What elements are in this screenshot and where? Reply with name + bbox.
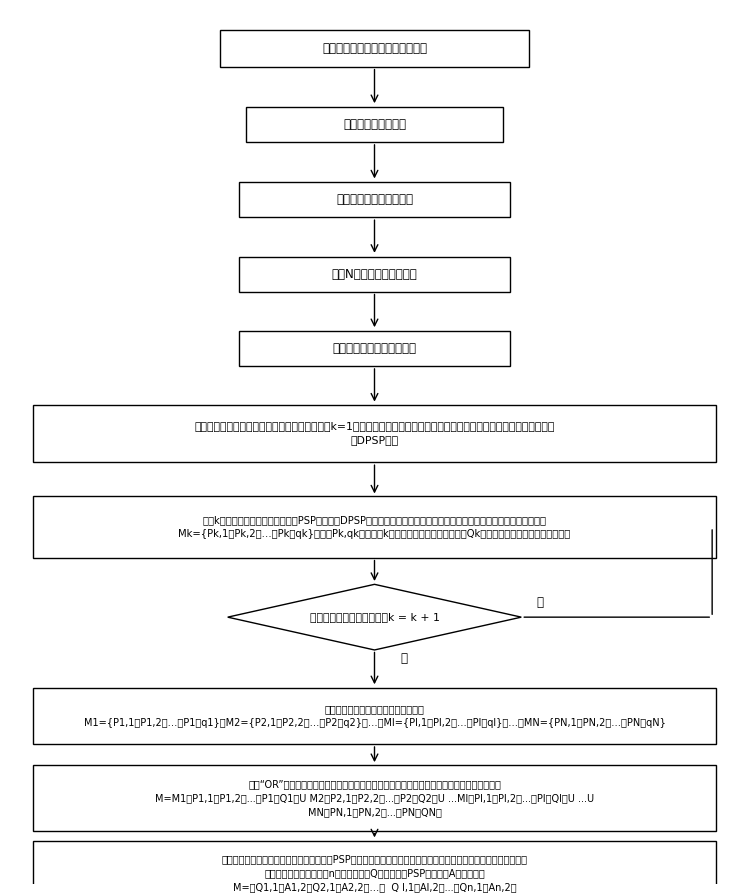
Bar <box>220 30 529 67</box>
Bar <box>33 497 716 557</box>
Bar <box>239 331 510 366</box>
Text: 根据k种地磁暴模式的管网管地电位PSP分布数据DPSP，利用管道地磁暴灾害突变点搜索方法搜索管网地磁暴灾害突变点，
Mk={Pk,1，Pk,2，…，Pk，qk}: 根据k种地磁暴模式的管网管地电位PSP分布数据DPSP，利用管道地磁暴灾害突变点… <box>178 515 571 539</box>
Bar <box>33 405 716 462</box>
Text: 从地磁暴模式数据库中任意选择一种地磁暴模式k=1，使用管网机理模型和给定的数据库计算该种地磁暴模式的管网管地电
位DPSP分布: 从地磁暴模式数据库中任意选择一种地磁暴模式k=1，使用管网机理模型和给定的数据库… <box>194 421 555 446</box>
Text: 搜索管网地磁暴灾害突变点的集合为：
M1={P1,1，P1,2，…，P1，q1}，M2={P2,1，P2,2，…，P2，q2}，…，Ml={Pl,1，Pl,2，: 搜索管网地磁暴灾害突变点的集合为： M1={P1,1，P1,2，…，P1，q1}… <box>84 704 665 728</box>
Bar <box>33 765 716 831</box>
Bar <box>33 840 716 893</box>
Text: 定义地磁暴灾害突变点模式: 定义地磁暴灾害突变点模式 <box>333 342 416 355</box>
Text: 定义地磁暴灾害突变点处的燕尾峰和月牙峰PSP幅值为地磁暴灾害突变点评估指标。按评估指标对管网地磁暴灾害突
变点集合进行排序，得到n个突变点位置Q及其对应的PSP: 定义地磁暴灾害突变点处的燕尾峰和月牙峰PSP幅值为地磁暴灾害突变点评估指标。按评… <box>222 855 527 893</box>
Bar <box>246 107 503 142</box>
Polygon shape <box>228 584 521 650</box>
Text: 如果还有其它地磁暴模式，k = k + 1: 如果还有其它地磁暴模式，k = k + 1 <box>309 613 440 622</box>
Bar <box>239 256 510 292</box>
Text: 否: 否 <box>400 652 407 664</box>
Text: 经过“OR”逻辑运算后，消掉各种地磁暴模式的相同突变点后，管网地磁暴灾害突变点集合为：
M=M1（P1,1，P1,2，...，P1，Q1）U M2（P2,1，P: 经过“OR”逻辑运算后，消掉各种地磁暴模式的相同突变点后，管网地磁暴灾害突变点集… <box>155 780 594 817</box>
Text: 建立管网环境参数数据库: 建立管网环境参数数据库 <box>336 193 413 206</box>
Text: 是: 是 <box>536 596 543 609</box>
Text: 建立管网受地磁暴影响的机理模型: 建立管网受地磁暴影响的机理模型 <box>322 42 427 54</box>
Bar <box>33 688 716 745</box>
Text: 建立管网参数数据库: 建立管网参数数据库 <box>343 118 406 131</box>
Text: 建立N种地磁暴模式数据库: 建立N种地磁暴模式数据库 <box>332 268 417 280</box>
Bar <box>239 182 510 217</box>
